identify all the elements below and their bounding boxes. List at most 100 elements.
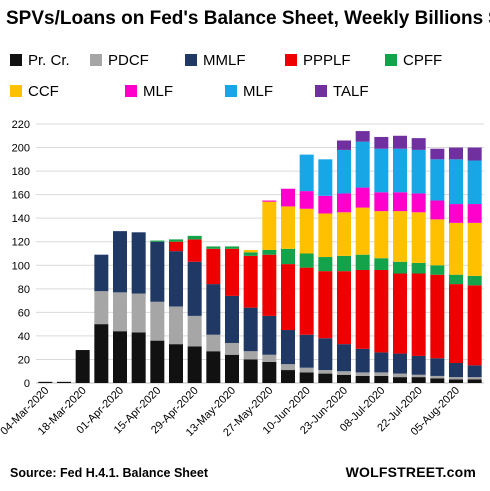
bar-segment bbox=[355, 348, 370, 373]
bar-segment bbox=[374, 192, 389, 212]
legend-swatch bbox=[185, 54, 197, 66]
bar-segment bbox=[281, 330, 295, 365]
bar-segment bbox=[449, 274, 463, 285]
bar-segment bbox=[262, 200, 277, 202]
legend-label: PDCF bbox=[108, 52, 149, 69]
source-note: Source: Fed H.4.1. Balance Sheet bbox=[10, 466, 208, 480]
bar-segment bbox=[243, 255, 258, 308]
bar-segment bbox=[225, 248, 239, 296]
bar-segment bbox=[337, 344, 351, 372]
bar-segment bbox=[243, 252, 258, 256]
legend-swatch bbox=[10, 54, 22, 66]
bar-segment bbox=[299, 154, 314, 192]
bar-segment bbox=[318, 213, 333, 258]
bar-segment bbox=[281, 206, 295, 249]
bar-segment bbox=[169, 251, 183, 307]
bar-segment bbox=[281, 264, 295, 331]
bar-segment bbox=[150, 340, 165, 383]
bar-segment bbox=[449, 159, 463, 205]
bar-segment bbox=[337, 140, 351, 150]
bar-segment bbox=[355, 269, 370, 349]
legend-label: MLF bbox=[143, 83, 173, 100]
bar-segment bbox=[467, 377, 482, 380]
bar-segment bbox=[225, 354, 239, 383]
bar-segment bbox=[411, 355, 426, 375]
bar-segment bbox=[393, 373, 407, 378]
bar-segment bbox=[430, 148, 445, 160]
bar-segment bbox=[206, 248, 221, 285]
bar-segment bbox=[393, 377, 407, 383]
bar-segment bbox=[337, 149, 351, 194]
bar-segment bbox=[262, 315, 277, 355]
bar-segment bbox=[374, 352, 389, 373]
bar-segment bbox=[299, 372, 314, 383]
bar-segment bbox=[225, 295, 239, 343]
bar-segment bbox=[318, 195, 333, 214]
legend-swatch bbox=[385, 54, 397, 66]
legend-swatch bbox=[125, 85, 137, 97]
bar-segment bbox=[318, 159, 333, 196]
bar-segment bbox=[430, 274, 445, 359]
axes: 0 20 40 60 80 100 120 140 160 180 200 220 bbox=[12, 119, 484, 390]
bar-segment bbox=[187, 261, 202, 316]
bar-segment bbox=[113, 292, 127, 332]
bar-segment bbox=[449, 379, 463, 383]
bar-segment bbox=[318, 373, 333, 383]
bar-segment bbox=[467, 285, 482, 366]
bar-segment bbox=[113, 331, 127, 383]
bar-segment bbox=[355, 141, 370, 188]
bar-segment bbox=[75, 350, 90, 383]
bar-segment bbox=[243, 359, 258, 383]
bar-segment bbox=[206, 284, 221, 335]
x-tick-labels: 04-Mar-202018-Mar-202001-Apr-202015-Apr-… bbox=[0, 385, 462, 439]
bar-segment bbox=[337, 374, 351, 383]
bar-segment bbox=[57, 381, 71, 383]
bar-segment bbox=[299, 367, 314, 373]
bar-segment bbox=[355, 375, 370, 383]
legend-label: Pr. Cr. bbox=[28, 52, 70, 69]
legend-label: MMLF bbox=[203, 52, 246, 69]
bar-segment bbox=[449, 204, 463, 223]
bar-segment bbox=[393, 192, 407, 212]
legend-label: PPPLF bbox=[303, 52, 351, 69]
bar-segment bbox=[169, 241, 183, 252]
bar-segment bbox=[262, 354, 277, 362]
bar-segment bbox=[299, 191, 314, 209]
bar-segment bbox=[262, 249, 277, 255]
bar-segment bbox=[318, 271, 333, 339]
bar-segment bbox=[411, 149, 426, 194]
bar-segment bbox=[318, 370, 333, 374]
bar-segment bbox=[449, 284, 463, 363]
bar-segment bbox=[187, 239, 202, 262]
bar-segment bbox=[225, 342, 239, 355]
bar-segment bbox=[411, 273, 426, 356]
legend-swatch bbox=[315, 85, 327, 97]
bar-segment bbox=[430, 219, 445, 266]
bar-segment bbox=[467, 160, 482, 205]
bar-segment bbox=[206, 351, 221, 383]
bar-segment bbox=[187, 315, 202, 347]
brand-label: WOLFSTREET.com bbox=[345, 464, 476, 480]
bar-segment bbox=[318, 338, 333, 371]
bar-segment bbox=[337, 212, 351, 256]
bar-segment bbox=[337, 371, 351, 375]
bar-segment bbox=[94, 324, 109, 383]
bar-segment bbox=[374, 372, 389, 376]
bar-segment bbox=[430, 159, 445, 201]
bar-segment bbox=[94, 291, 109, 325]
bar-segment bbox=[150, 301, 165, 341]
bar-segment bbox=[393, 135, 407, 149]
bar-segment bbox=[393, 273, 407, 354]
y-tick-label: 140 bbox=[12, 213, 30, 225]
y-tick-label: 0 bbox=[24, 378, 30, 390]
bar-segment bbox=[411, 138, 426, 150]
y-tick-label: 20 bbox=[18, 354, 30, 366]
bar-segment bbox=[187, 235, 202, 240]
legend-swatch bbox=[90, 54, 102, 66]
bar-segment bbox=[281, 248, 295, 265]
y-tick-label: 80 bbox=[18, 284, 30, 296]
bar-segment bbox=[337, 193, 351, 213]
bar-segment bbox=[374, 269, 389, 353]
bar-segment bbox=[281, 188, 295, 207]
